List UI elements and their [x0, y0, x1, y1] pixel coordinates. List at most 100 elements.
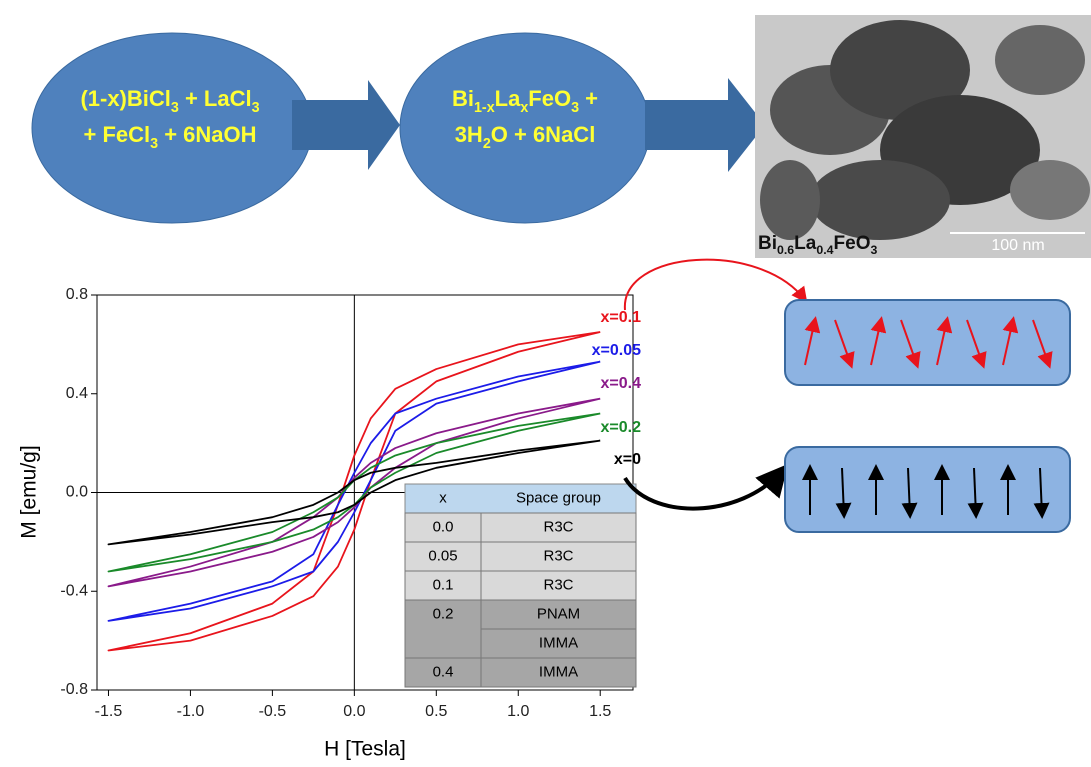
table-cell-text: 0.4 — [433, 663, 454, 680]
x-tick-label: 0.0 — [343, 703, 365, 720]
table-cell-text: PNAM — [537, 605, 580, 622]
arrow — [292, 80, 400, 170]
table-cell — [404, 541, 482, 572]
table-cell — [480, 541, 637, 572]
formula-text: (1-x)BiCl — [80, 86, 170, 111]
formula-text: 3H — [455, 122, 483, 147]
scale-bar: 100 nm — [991, 237, 1044, 254]
caption-text: Bi — [758, 233, 777, 254]
table-header — [404, 483, 637, 514]
link-arrow — [623, 463, 789, 511]
table-cell-text: R3C — [543, 576, 573, 593]
spin — [900, 319, 921, 369]
series-label: x=0.4 — [601, 375, 642, 392]
spins — [802, 316, 1053, 519]
x-tick-label: 0.5 — [425, 703, 447, 720]
x-tick-label: 1.0 — [507, 703, 529, 720]
plot: -1.5 -1.0 -0.5 0.0 0.5 1.0 1.5 -0.8 -0.4 0.0 0.4 0.… — [60, 286, 641, 720]
table-cell-text: IMMA — [539, 663, 578, 680]
y-tick-label: 0.0 — [66, 484, 88, 501]
image-caption: Bi0.6La0.4FeO3 — [758, 233, 877, 257]
x-tick-label: -0.5 — [259, 703, 287, 720]
table-cell — [480, 570, 637, 601]
subscript: 1-x — [474, 100, 495, 116]
spin — [967, 467, 984, 519]
products: Bi1-xLaxFeO3 +3H2O + 6NaCl — [452, 86, 598, 152]
formula-text: + LaCl — [179, 86, 252, 111]
series-label: x=0.05 — [592, 342, 641, 359]
antiparallel-spins — [784, 446, 1071, 533]
table-cell — [404, 657, 482, 688]
hysteresis-loop — [107, 331, 601, 652]
reactants: (1-x)BiCl3 + LaCl3+ FeCl3 + 6NaOH — [80, 86, 259, 152]
formula-line: Bi1-xLaxFeO3 + — [452, 86, 598, 116]
hysteresis-loop — [107, 412, 601, 573]
hysteresis-loop — [107, 439, 601, 546]
table-cell-text: R3C — [543, 547, 573, 564]
formula-line: + FeCl3 + 6NaOH — [83, 122, 256, 152]
subscript: 0.6 — [777, 243, 794, 257]
table-cell-text: IMMA — [539, 634, 578, 651]
table-cell-text: 0.05 — [428, 547, 457, 564]
link-arrow — [623, 258, 808, 311]
table-cell — [480, 657, 637, 688]
table-cell-text: R3C — [543, 518, 573, 535]
formula-text: O + 6NaCl — [491, 122, 596, 147]
hysteresis-loop — [107, 360, 601, 622]
table-cell — [480, 512, 637, 543]
hysteresis-loop — [107, 397, 601, 588]
series-label: x=0.1 — [601, 309, 642, 326]
subscript: 0.4 — [816, 243, 833, 257]
arrow — [645, 78, 765, 172]
formula-line: (1-x)BiCl3 + LaCl3 — [80, 86, 259, 116]
subscript: 3 — [870, 243, 877, 257]
spin — [1033, 467, 1050, 519]
x-tick-label: -1.0 — [177, 703, 205, 720]
table-header-cell: x — [439, 489, 447, 506]
caption-text: La — [794, 233, 817, 254]
subscript: x — [520, 100, 528, 116]
table-header-cell: Space group — [516, 489, 601, 506]
subscript: 2 — [483, 136, 491, 152]
table-cell-text: 0.0 — [433, 518, 454, 535]
spin — [834, 319, 855, 369]
table: x Space group 0.0 R3C 0.05 R3C 0.1 R3C 0.2 PNAM IM… — [404, 483, 637, 688]
formula-text: + 6NaOH — [158, 122, 256, 147]
canted-spins — [784, 299, 1071, 386]
y-tick-label: 0.4 — [66, 385, 88, 402]
tem-image — [755, 15, 1091, 258]
spin — [1032, 319, 1053, 369]
subscript: 3 — [150, 136, 158, 152]
spin — [936, 316, 953, 366]
formula-text: + — [579, 86, 598, 111]
spin — [966, 319, 987, 369]
y-tick-label: -0.8 — [60, 681, 88, 698]
formula-text: FeO — [528, 86, 571, 111]
subscript: 3 — [571, 100, 579, 116]
y-axis-title: M [emu/g] — [18, 445, 41, 538]
formula-text: Bi — [452, 86, 474, 111]
x-axis-title: H [Tesla] — [324, 738, 406, 761]
formula-text: La — [495, 86, 521, 111]
caption-text: FeO — [834, 233, 871, 254]
spin — [901, 467, 918, 519]
subscript: 3 — [252, 100, 260, 116]
y-tick-label: -0.4 — [60, 582, 88, 599]
formula-line: 3H2O + 6NaCl — [455, 122, 596, 152]
series-label: x=0.2 — [601, 419, 642, 436]
spin — [870, 316, 887, 366]
spin — [835, 467, 852, 519]
x-tick-label: 1.5 — [589, 703, 611, 720]
spin — [804, 316, 821, 366]
y-tick-label: 0.8 — [66, 286, 88, 303]
spin — [1002, 316, 1019, 366]
table-cell-text: 0.2 — [433, 605, 454, 622]
subscript: 3 — [171, 100, 179, 116]
formula-text: + FeCl — [83, 122, 150, 147]
table-cell-text: 0.1 — [433, 576, 454, 593]
series-label: x=0 — [614, 451, 641, 468]
table-cell — [480, 628, 637, 659]
x-tick-label: -1.5 — [95, 703, 123, 720]
